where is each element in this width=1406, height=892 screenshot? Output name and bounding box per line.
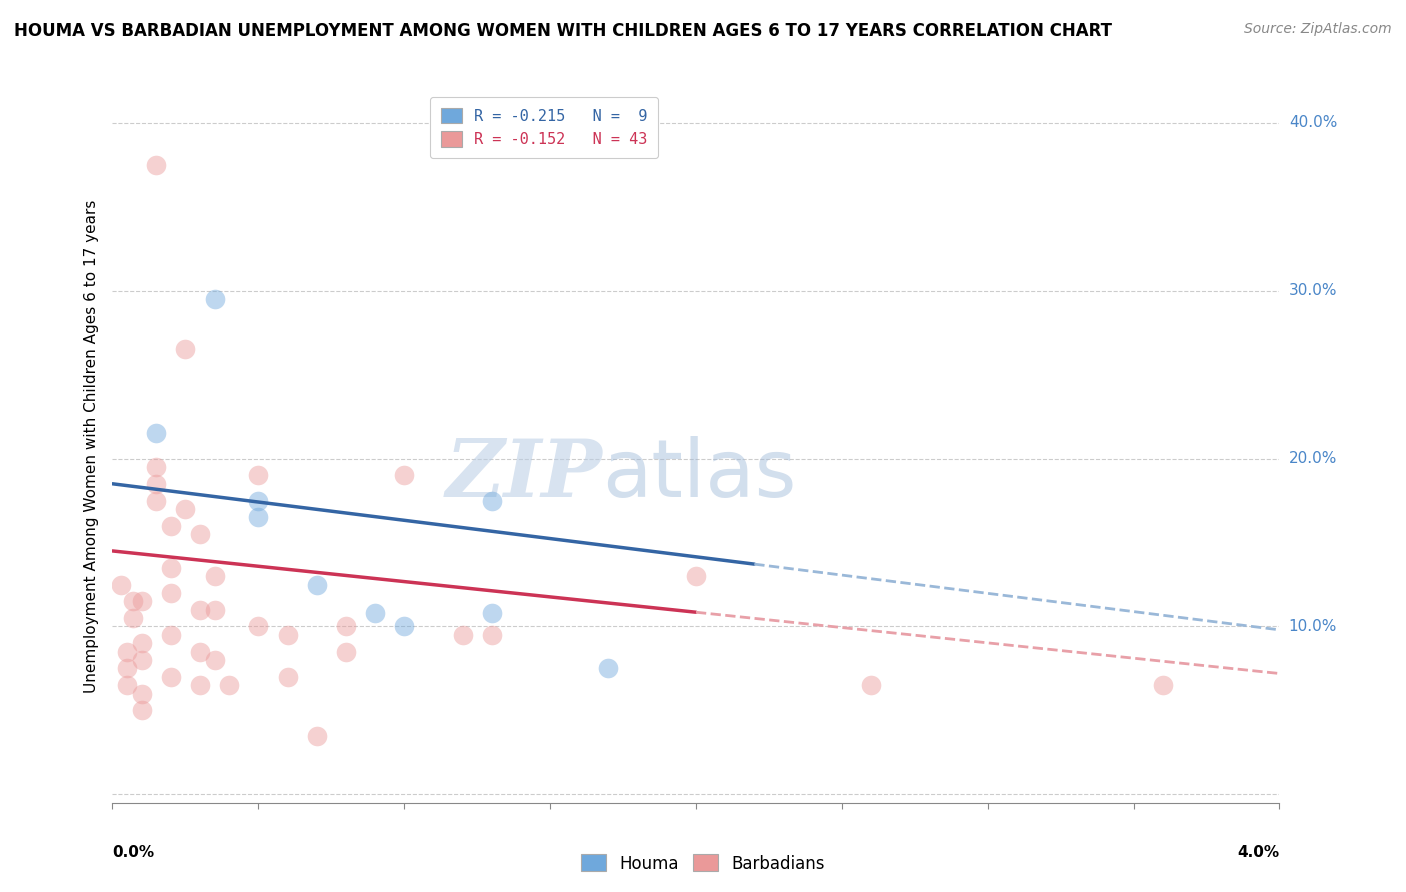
Point: [247, 619, 270, 633]
Point: [276, 628, 298, 642]
Point: [598, 661, 620, 675]
Point: [115, 661, 138, 675]
Point: [145, 476, 167, 491]
Text: Source: ZipAtlas.com: Source: ZipAtlas.com: [1244, 22, 1392, 37]
Point: [115, 645, 138, 659]
Point: [174, 502, 197, 516]
Point: [131, 594, 153, 608]
Point: [204, 569, 226, 583]
Point: [188, 527, 211, 541]
Point: [481, 493, 503, 508]
Point: [394, 619, 416, 633]
Point: [174, 343, 197, 357]
Point: [335, 619, 357, 633]
Point: [188, 645, 211, 659]
Point: [204, 292, 226, 306]
Text: ZIP: ZIP: [446, 436, 603, 513]
Text: 40.0%: 40.0%: [1289, 115, 1337, 130]
Point: [160, 628, 183, 642]
Point: [131, 653, 153, 667]
Point: [122, 611, 145, 625]
Point: [145, 426, 167, 441]
Point: [160, 560, 183, 574]
Text: HOUMA VS BARBADIAN UNEMPLOYMENT AMONG WOMEN WITH CHILDREN AGES 6 TO 17 YEARS COR: HOUMA VS BARBADIAN UNEMPLOYMENT AMONG WO…: [14, 22, 1112, 40]
Point: [335, 645, 357, 659]
Y-axis label: Unemployment Among Women with Children Ages 6 to 17 years: Unemployment Among Women with Children A…: [83, 199, 98, 693]
Legend: R = -0.215   N =  9, R = -0.152   N = 43: R = -0.215 N = 9, R = -0.152 N = 43: [430, 97, 658, 158]
Point: [364, 606, 387, 620]
Point: [131, 636, 153, 650]
Point: [122, 594, 145, 608]
Point: [145, 493, 167, 508]
Point: [110, 577, 132, 591]
Point: [305, 729, 328, 743]
Point: [218, 678, 240, 692]
Point: [188, 678, 211, 692]
Point: [247, 468, 270, 483]
Text: 30.0%: 30.0%: [1289, 283, 1337, 298]
Point: [305, 577, 328, 591]
Point: [481, 628, 503, 642]
Point: [131, 687, 153, 701]
Point: [481, 606, 503, 620]
Legend: Houma, Barbadians: Houma, Barbadians: [575, 847, 831, 880]
Point: [160, 586, 183, 600]
Point: [1152, 678, 1174, 692]
Text: 4.0%: 4.0%: [1237, 845, 1279, 860]
Point: [685, 569, 707, 583]
Point: [160, 518, 183, 533]
Point: [160, 670, 183, 684]
Point: [131, 703, 153, 717]
Point: [188, 603, 211, 617]
Point: [145, 158, 167, 172]
Text: 20.0%: 20.0%: [1289, 451, 1337, 467]
Point: [276, 670, 298, 684]
Point: [115, 678, 138, 692]
Point: [247, 510, 270, 524]
Text: 10.0%: 10.0%: [1289, 619, 1337, 634]
Point: [204, 653, 226, 667]
Point: [204, 603, 226, 617]
Point: [859, 678, 883, 692]
Point: [451, 628, 474, 642]
Text: atlas: atlas: [603, 435, 797, 514]
Point: [145, 460, 167, 475]
Point: [247, 493, 270, 508]
Text: 0.0%: 0.0%: [112, 845, 155, 860]
Point: [394, 468, 416, 483]
